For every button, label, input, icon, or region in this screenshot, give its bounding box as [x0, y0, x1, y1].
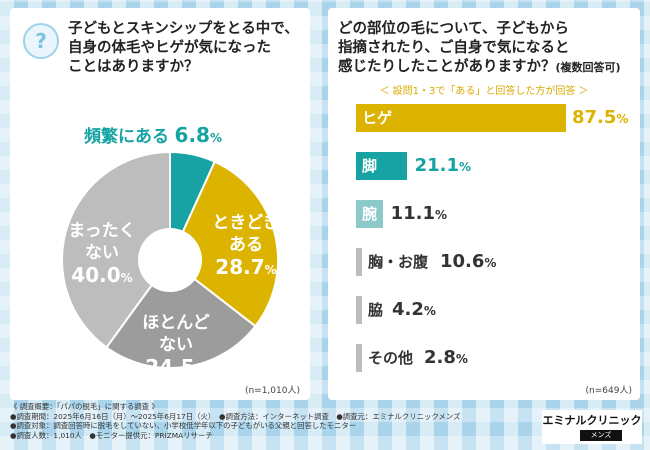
pie-label-frequent-pct: %: [209, 131, 223, 145]
pie-label-rarely-value: 24.5: [145, 355, 195, 379]
left-question: 子どもとスキンシップをとる中で、 自身の体毛やヒゲが気になった ことはありますか…: [68, 21, 299, 75]
right-panel: どの部位の毛について、子どもから 指摘されたり、ご自身で気になると 感じたりした…: [328, 8, 640, 400]
right-subheading: ＜ 設問1・3で「ある」と回答した方が回答 ＞: [379, 86, 589, 97]
pie-center-hole: [138, 228, 202, 292]
bar-label: 脚: [362, 157, 378, 175]
pie-label-never-text: まったく ない: [68, 221, 136, 263]
bar-label: 腕: [362, 205, 378, 223]
bar-label: その他: [368, 349, 414, 367]
bar-value: 2.8%: [424, 347, 468, 368]
pie-label-never: まったく ない 40.0%: [62, 220, 142, 289]
footer-line-3: ●調査対象：調査回答時に脱毛をしていない、小学校低学年以下の子どもがいる父親と回…: [10, 421, 357, 431]
pie-label-sometimes-text: ときどき ある: [212, 213, 280, 255]
bar-fill: [356, 344, 362, 372]
bar-fill: [356, 200, 383, 228]
bar-fill: [356, 104, 566, 132]
footer-line-2: ●調査期間：2025年6月16日（月）〜2025年6月17日（火） ●調査方法：…: [10, 411, 461, 421]
bar-value: 4.2%: [392, 299, 436, 320]
bar-value: 87.5%: [572, 107, 629, 128]
bar-fill: [356, 296, 362, 324]
svg-text:?: ?: [35, 29, 47, 53]
right-sample-size: (n=649人): [585, 386, 632, 396]
clinic-logo: エミナルクリニック メンズ: [542, 410, 642, 444]
bar-value-unit: %: [455, 352, 468, 366]
right-question-suffix: (複数回答可): [555, 61, 621, 74]
pie-chart: [61, 150, 279, 369]
survey-footer: 《 調査概要：「パパの脱毛」に関する調査 》 ●調査期間：2025年6月16日（…: [10, 402, 530, 440]
bar-value: 11.1%: [390, 203, 448, 224]
bar-value: 21.1%: [414, 155, 472, 176]
logo-subtitle: メンズ: [580, 430, 622, 441]
pie-slice-rarely: [105, 258, 257, 369]
pie-label-rarely-text: ほとんど ない: [142, 313, 210, 355]
footer-line-4: ●調査人数：1,010人 ●モニター提供元：PRIZMAリサーチ: [10, 430, 213, 440]
pie-slice-sometimes: [168, 160, 279, 328]
bar-value-unit: %: [484, 256, 497, 270]
bar-label: 脇: [368, 301, 384, 319]
right-question: どの部位の毛について、子どもから 指摘されたり、ご自身で気になると 感じたりした…: [338, 20, 638, 77]
left-sample-size: (n=1,010人): [244, 386, 300, 396]
pie-label-never-value: 40.0: [71, 263, 121, 287]
left-panel: ? 子どもとスキンシップをとる中で、 自身の体毛やヒゲが気になった ことはありま…: [10, 8, 310, 400]
pie-label-sometimes-value: 28.7: [215, 255, 265, 279]
pie-label-frequent-text: 頻繁にある: [83, 127, 169, 147]
bar-fill: [356, 248, 362, 276]
bar-value-unit: %: [459, 160, 472, 174]
bar-label: 胸・お腹: [368, 253, 429, 271]
question-bubble-icon: ?: [23, 23, 59, 59]
pie-label-frequent: 頻繁にある 6.8%: [78, 124, 228, 149]
bar-value-unit: %: [435, 208, 448, 222]
pie-label-frequent-value: 6.8: [174, 123, 210, 147]
bar-value-unit: %: [423, 304, 436, 318]
bar-value-unit: %: [616, 112, 629, 126]
pie-label-sometimes: ときどき ある 28.7%: [200, 212, 292, 281]
pie-slice-never: [61, 150, 171, 349]
bar-label: ヒゲ: [362, 109, 393, 127]
footer-line-1: 《 調査概要：「パパの脱毛」に関する調査 》: [10, 402, 159, 411]
pie-label-rarely: ほとんど ない 24.5%: [136, 312, 216, 381]
logo-title: エミナルクリニック: [542, 414, 642, 427]
right-question-text: どの部位の毛について、子どもから 指摘されたり、ご自身で気になると 感じたりした…: [338, 21, 570, 75]
bar-value: 10.6%: [440, 251, 497, 272]
bar-fill: [356, 152, 407, 180]
